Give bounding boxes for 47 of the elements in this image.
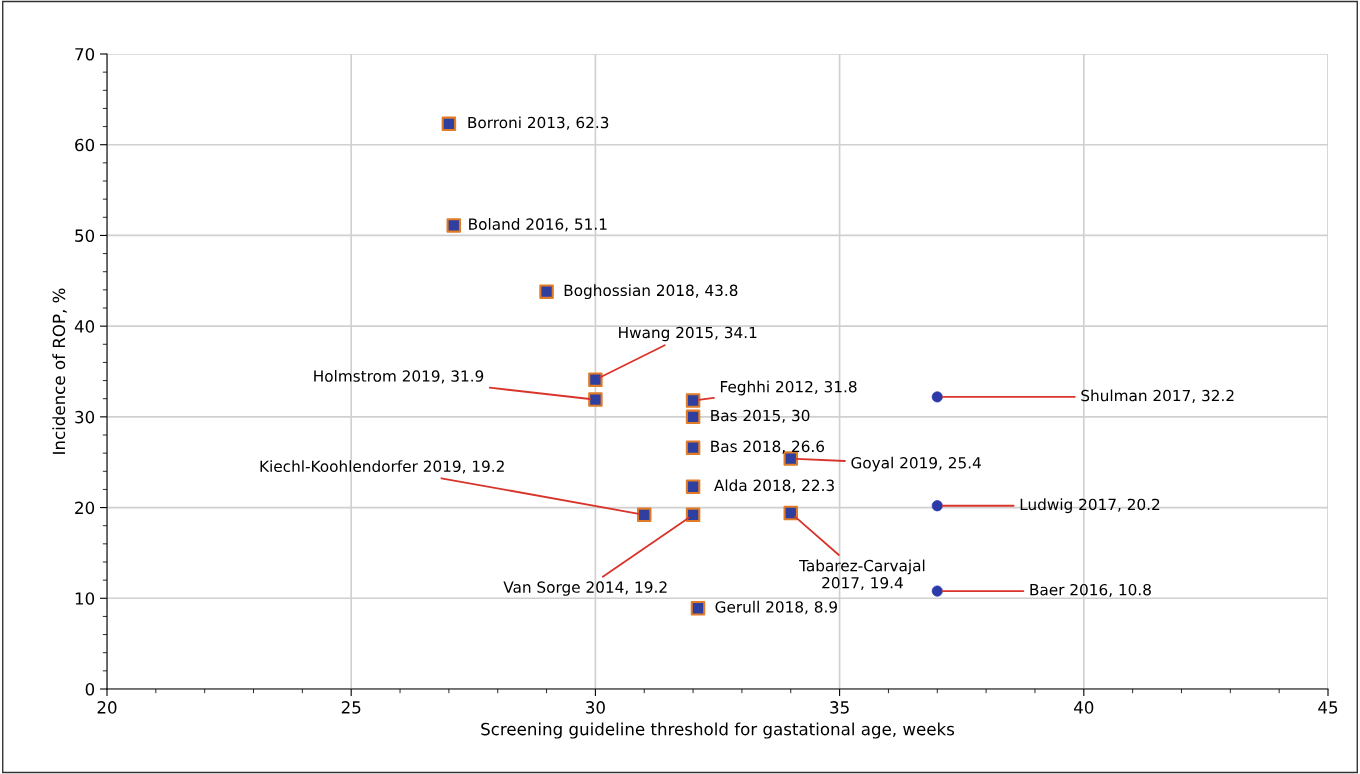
annotation: Boland 2016, 51.1 (469, 218, 607, 232)
point (588, 392, 603, 407)
annotation: Baer 2016, 10.8 (1030, 583, 1151, 598)
point (783, 505, 799, 521)
point (539, 284, 554, 299)
annotation: Alda 2018, 22.3 (714, 479, 834, 493)
annotation: Feghhi 2012, 31.8 (720, 380, 857, 396)
x-tick-label: 40 (1074, 701, 1094, 714)
point (685, 507, 701, 523)
x-tick-label: 30 (586, 701, 605, 714)
y-tick-label: 60 (75, 138, 95, 152)
y-axis-title: Incidence of ROP, % (52, 288, 67, 454)
x-tick-label: 45 (1318, 701, 1338, 714)
point (588, 372, 603, 387)
annotation: Borroni 2013, 62.3 (468, 116, 609, 130)
point (685, 479, 701, 494)
annotation: Boghossian 2018, 43.8 (564, 284, 738, 300)
annotation: Tabarez-Carvajal 2017, 19.4 (799, 559, 925, 591)
annotation: Kiechl-Koohlendorfer 2019, 19.2 (260, 460, 504, 474)
x-axis-title: Screening guideline threshold for gastational age, weeks (481, 722, 955, 739)
point (441, 116, 457, 132)
y-tick-label: 0 (85, 682, 95, 696)
annotation: Van Sorge 2014, 19.2 (503, 581, 667, 596)
y-tick-label: 10 (75, 592, 95, 605)
annotation: Ludwig 2017, 20.2 (1020, 498, 1160, 514)
y-tick-label: 40 (74, 320, 95, 333)
point (783, 451, 799, 466)
x-tick-label: 25 (341, 701, 361, 714)
point (690, 601, 706, 616)
point (685, 409, 701, 425)
x-tick-label: 35 (830, 701, 849, 714)
point (685, 393, 701, 408)
point (446, 218, 462, 233)
point (685, 440, 701, 455)
y-tick-label: 20 (75, 501, 95, 515)
annotation: Shulman 2017, 32.2 (1081, 389, 1234, 403)
y-tick-label: 70 (75, 47, 95, 61)
annotation: Hwang 2015, 34.1 (619, 326, 757, 342)
annotation: Gerull 2018, 8.9 (715, 600, 837, 615)
y-tick-label: 50 (75, 229, 95, 242)
x-tick-label: 20 (97, 701, 117, 714)
point (636, 507, 652, 523)
annotation: Goyal 2019, 25.4 (851, 456, 981, 472)
annotation: Holmstrom 2019, 31.9 (314, 370, 484, 384)
y-tick-label: 30 (75, 410, 95, 424)
annotation: Bas 2015, 30 (711, 409, 810, 423)
annotation: Bas 2018, 26.6 (711, 440, 825, 454)
